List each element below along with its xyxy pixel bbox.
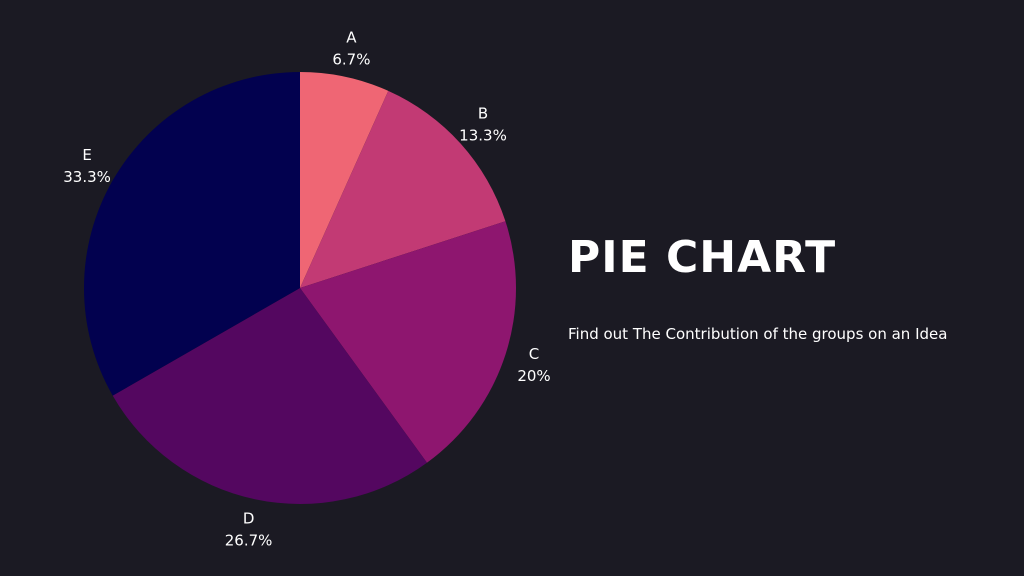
pie-slice-d	[112, 288, 427, 505]
pie-slice-b	[300, 90, 506, 288]
pie-label-category: E	[82, 146, 91, 164]
pie-slice-c	[300, 221, 517, 463]
pie-label-value: 26.7%	[225, 532, 273, 550]
pie-label-value: 13.3%	[459, 127, 507, 145]
pie-label-category: D	[243, 510, 255, 528]
page-subtitle: Find out The Contribution of the groups …	[568, 325, 948, 343]
pie-label-value: 33.3%	[63, 168, 111, 186]
pie-label-value: 6.7%	[332, 50, 370, 68]
pie-slice-e	[83, 71, 300, 396]
pie-label-value: 20%	[517, 367, 550, 385]
pie-label-a: A 6.7%	[332, 28, 370, 68]
pie-label-category: B	[478, 105, 488, 123]
pie-label-e: E 33.3%	[63, 146, 111, 186]
pie-labels: A 6.7% B 13.3% C 20% D 26.7% E 33.3%	[63, 28, 550, 549]
pie-label-category: C	[529, 345, 539, 363]
pie-label-d: D 26.7%	[225, 510, 273, 550]
pie-slice-a	[300, 72, 389, 288]
pie-slices	[83, 71, 517, 505]
pie-label-category: A	[346, 28, 357, 46]
page-title: PIE CHART	[568, 232, 837, 283]
pie-label-b: B 13.3%	[459, 105, 507, 145]
pie-label-c: C 20%	[517, 345, 550, 385]
